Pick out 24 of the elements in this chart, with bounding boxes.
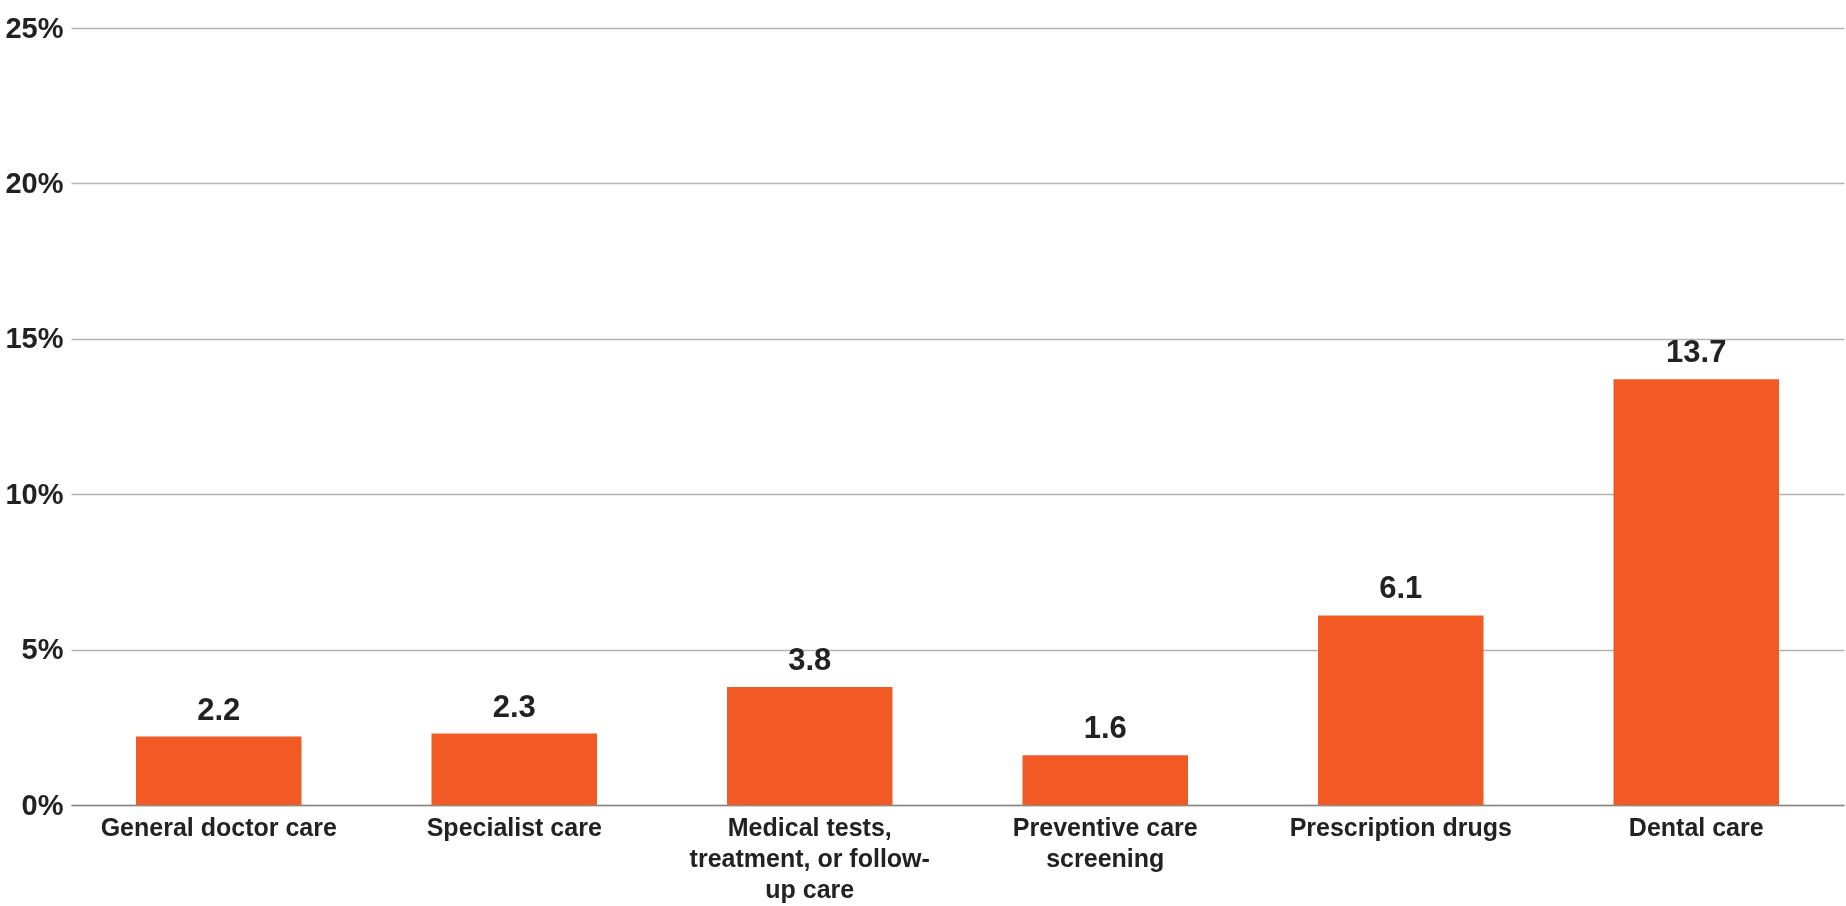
- y-tick-label: 0%: [21, 788, 64, 821]
- x-tick-label: Preventive care screening: [1012, 812, 1198, 872]
- y-tick-label: 20%: [5, 166, 64, 199]
- y-tick-label: 15%: [5, 322, 64, 355]
- data-label: 6.1: [1379, 570, 1423, 606]
- y-tick-label: 10%: [5, 477, 64, 510]
- data-label: 1.6: [1083, 710, 1127, 746]
- data-label: 3.8: [788, 641, 832, 677]
- x-tick-label: Prescription drugs: [1289, 812, 1512, 841]
- data-label: 2.2: [197, 691, 241, 727]
- data-label: 2.3: [492, 688, 536, 724]
- bar: [431, 733, 597, 805]
- bar: [1613, 379, 1779, 805]
- bar: [727, 686, 893, 805]
- x-tick-label: Dental care: [1628, 812, 1764, 841]
- bar: [136, 736, 302, 805]
- x-tick-label: Medical tests, treatment, or follow-up care: [689, 812, 930, 903]
- y-tick-label: 5%: [21, 633, 64, 666]
- y-tick-label: 25%: [5, 11, 64, 44]
- bar: [1022, 755, 1188, 805]
- x-tick-label: General doctor care: [100, 812, 337, 841]
- x-tick-label: Specialist care: [426, 812, 602, 841]
- bar: [1318, 615, 1484, 805]
- data-label: 13.7: [1666, 334, 1727, 370]
